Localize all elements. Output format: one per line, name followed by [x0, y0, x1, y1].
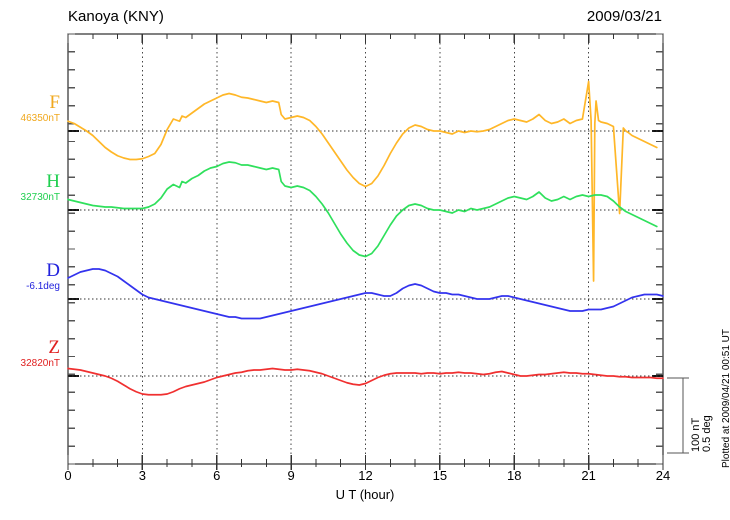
- series-letter-z: Z: [48, 337, 60, 358]
- axis-ticks: [67, 33, 664, 470]
- grid-layer: [141, 34, 590, 464]
- x-tick-label: 24: [655, 468, 671, 483]
- series-baseline-z: 32820nT: [20, 358, 60, 369]
- chart-date-label: 2009/03/21: [586, 8, 662, 25]
- series-letter-d: D: [46, 260, 60, 281]
- series-label-z: Z 32820nT: [0, 338, 60, 370]
- x-tick-label: 6: [213, 468, 221, 483]
- series-baseline-d: -6.1deg: [26, 281, 60, 292]
- x-tick-label: 0: [64, 468, 72, 483]
- x-tick-label: 3: [138, 468, 146, 483]
- scale-bar-deg-label: 0.5 deg: [701, 415, 713, 452]
- page-title: Kanoya (KNY): [68, 8, 164, 25]
- x-tick-label: 9: [287, 468, 295, 483]
- x-tick-label: 15: [432, 468, 448, 483]
- series-baseline-f: 46350nT: [20, 113, 60, 124]
- series-letter-f: F: [49, 92, 60, 113]
- x-tick-label: 21: [581, 468, 596, 483]
- series-label-h: H 32730nT: [0, 172, 60, 204]
- series-baseline-h: 32730nT: [20, 192, 60, 203]
- scale-bar: [667, 377, 689, 454]
- series-letter-h: H: [46, 171, 60, 192]
- x-axis-title: U T (hour): [335, 487, 395, 502]
- series-label-d: D -6.1deg: [0, 261, 60, 293]
- series-layer: [67, 80, 664, 396]
- x-tick-label: 18: [507, 468, 522, 483]
- plotted-timestamp: Plotted at 2009/04/21 00:51 UT: [721, 329, 730, 468]
- baseline-layer: [68, 130, 663, 377]
- series-label-f: F 46350nT: [0, 93, 60, 125]
- x-tick-label: 12: [358, 468, 373, 483]
